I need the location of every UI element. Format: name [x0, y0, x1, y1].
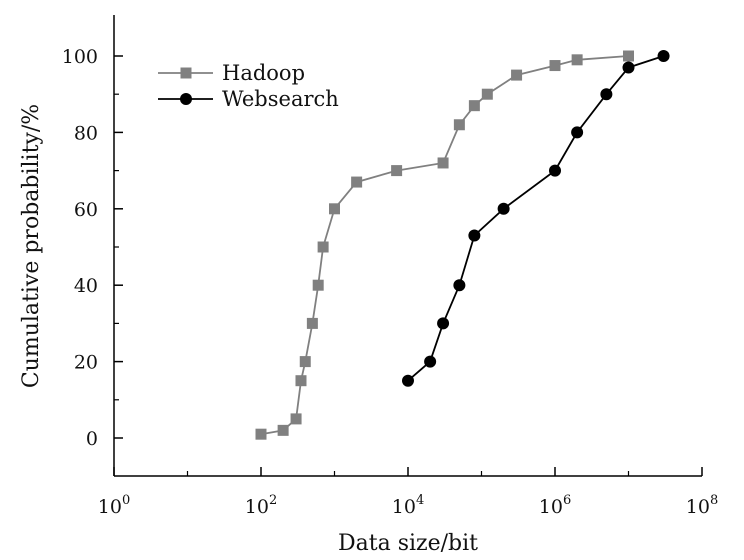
x-tick-label: 104 — [392, 493, 424, 518]
series-hadoop — [255, 50, 634, 440]
y-tick-label: 100 — [62, 46, 98, 68]
data-point-hadoop — [329, 203, 340, 215]
data-point-hadoop — [312, 279, 324, 291]
data-point-hadoop — [290, 413, 302, 425]
data-point-hadoop — [255, 428, 267, 440]
data-point-hadoop — [437, 157, 449, 169]
data-point-websearch — [571, 126, 584, 139]
y-tick-label: 0 — [86, 428, 98, 450]
data-point-websearch — [402, 374, 414, 387]
x-tick-label: 108 — [686, 493, 718, 518]
data-point-hadoop — [391, 165, 403, 177]
data-point-hadoop — [299, 356, 311, 368]
data-point-hadoop — [511, 69, 523, 81]
data-point-websearch — [600, 88, 613, 101]
data-point-websearch — [468, 229, 481, 242]
x-tick-label: 106 — [539, 493, 571, 518]
series-line-websearch — [407, 55, 664, 382]
legend-label-websearch: Websearch — [222, 87, 339, 111]
data-point-websearch — [657, 50, 670, 62]
data-point-hadoop — [317, 241, 329, 253]
y-tick-label: 60 — [74, 199, 98, 221]
data-point-websearch — [453, 279, 466, 292]
legend-label-hadoop: Hadoop — [222, 61, 305, 85]
legend-marker-websearch — [180, 93, 192, 105]
data-point-hadoop — [295, 375, 307, 387]
data-point-hadoop — [453, 119, 465, 131]
y-tick-label: 20 — [74, 352, 98, 374]
data-point-websearch — [424, 355, 437, 368]
data-point-hadoop — [549, 60, 561, 72]
data-point-hadoop — [277, 424, 289, 436]
series-layer — [255, 50, 670, 440]
y-tick-label: 40 — [74, 275, 98, 297]
x-tick-label: 102 — [245, 493, 277, 518]
y-tick-label: 80 — [74, 122, 98, 144]
data-point-hadoop — [623, 50, 634, 62]
data-point-hadoop — [351, 176, 363, 188]
data-point-websearch — [622, 61, 635, 74]
data-point-websearch — [549, 164, 561, 177]
data-point-hadoop — [468, 100, 480, 112]
x-tick-label: 100 — [98, 493, 130, 518]
data-point-hadoop — [306, 317, 318, 329]
x-axis-title: Data size/bit — [338, 531, 478, 556]
y-axis-title: Cumulative probability/% — [19, 104, 44, 388]
series-websearch — [402, 50, 670, 387]
axes: 100 102 104 106 108 0 20 40 60 80 100 — [62, 15, 718, 518]
legend-marker-hadoop — [180, 67, 192, 79]
series-line-hadoop — [260, 55, 629, 436]
data-point-hadoop — [481, 88, 493, 100]
data-point-hadoop — [571, 54, 583, 66]
data-point-websearch — [437, 317, 450, 330]
data-point-websearch — [497, 202, 510, 215]
